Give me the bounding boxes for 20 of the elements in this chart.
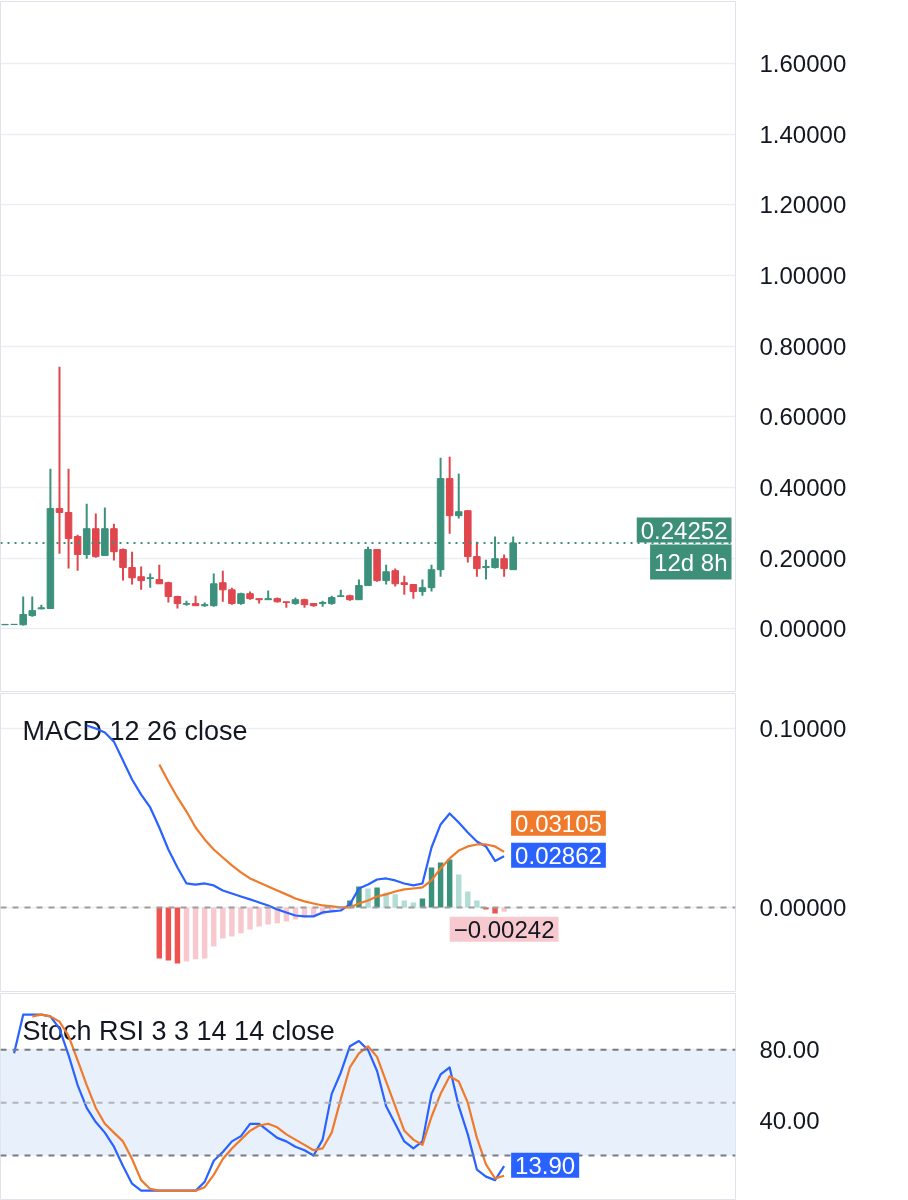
y-tick-label: 1.20000 xyxy=(759,191,847,219)
data-label: 0.03105 xyxy=(515,809,602,837)
ref-line-label: 0.24252 xyxy=(640,516,728,544)
y-tick-label: 1.60000 xyxy=(759,50,847,78)
y-tick-label: 1.40000 xyxy=(759,120,847,148)
data-label: −0.00242 xyxy=(453,915,555,943)
data-label: 0.02862 xyxy=(515,841,602,869)
annotation: 12d 8h xyxy=(654,548,728,576)
y-tick-label: 1.00000 xyxy=(759,262,847,290)
y-tick-label: 0.20000 xyxy=(759,544,847,572)
y-tick-label: 0.00000 xyxy=(759,615,847,643)
y-tick-label: 0.60000 xyxy=(759,403,847,431)
y-tick-label: 0.00000 xyxy=(759,893,847,921)
y-tick-label: 40.00 xyxy=(759,1106,820,1134)
y-tick-label: 80.00 xyxy=(759,1036,820,1064)
y-tick-label: 0.80000 xyxy=(759,332,847,360)
y-tick-label: 0.40000 xyxy=(759,473,847,501)
text: MACD 12 26 close xyxy=(22,715,248,746)
data-label: 13.90 xyxy=(515,1151,576,1179)
y-tick-label: 0.10000 xyxy=(759,715,847,743)
